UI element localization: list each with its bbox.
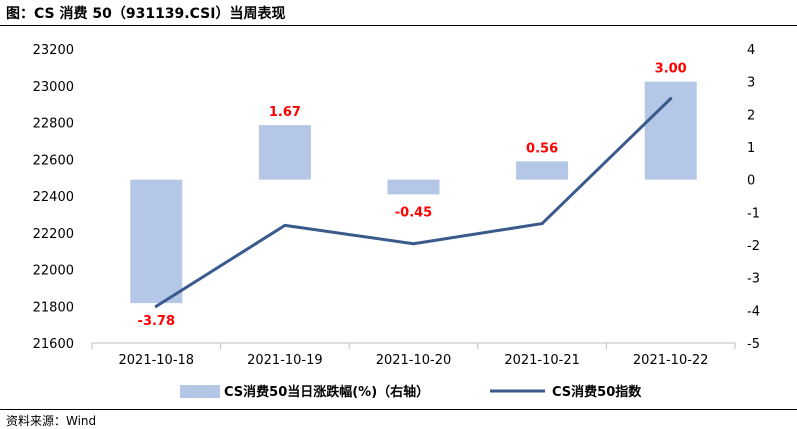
x-tick-label: 2021-10-21 xyxy=(504,353,580,368)
x-tick-label: 2021-10-20 xyxy=(376,353,452,368)
chart-title: 图：CS 消费 50（931139.CSI）当周表现 xyxy=(6,6,286,22)
legend-line-label: CS消费50指数 xyxy=(552,384,642,400)
bar-data-label: 1.67 xyxy=(269,105,301,120)
line-point xyxy=(412,242,415,246)
bar xyxy=(644,81,697,180)
right-tick-label: 0 xyxy=(747,174,755,189)
left-axis: 21600 21800 22000 22200 22400 22600 22800 23000… xyxy=(33,43,74,352)
bar-data-label: 3.00 xyxy=(655,62,687,77)
left-tick-label: 22600 xyxy=(33,153,74,168)
x-axis: 2021-10-18 2021-10-19 2021-10-20 2021-10-21… xyxy=(91,343,736,368)
right-tick-label: -1 xyxy=(747,206,760,221)
right-tick-label: 1 xyxy=(747,141,755,156)
x-tick-label: 2021-10-19 xyxy=(247,353,323,368)
left-tick-label: 23200 xyxy=(33,43,74,58)
line-series xyxy=(154,97,673,308)
x-tick-label: 2021-10-18 xyxy=(119,353,195,368)
bar xyxy=(258,125,311,180)
right-tick-label: 4 xyxy=(747,43,755,58)
bar-data-label: 0.56 xyxy=(526,141,558,156)
bar xyxy=(516,161,569,180)
bar xyxy=(130,179,183,304)
source-note: 资料来源：Wind xyxy=(6,414,97,428)
right-tick-label: -5 xyxy=(747,337,760,352)
bar xyxy=(387,179,440,195)
legend-bar-swatch xyxy=(180,385,220,398)
right-tick-label: 3 xyxy=(747,76,755,91)
title-divider xyxy=(0,25,797,26)
left-tick-label: 23000 xyxy=(33,80,74,95)
right-tick-label: 2 xyxy=(747,108,755,123)
right-tick-label: -4 xyxy=(747,304,760,319)
left-tick-label: 22000 xyxy=(33,264,74,279)
left-tick-label: 21800 xyxy=(33,300,74,315)
x-tick-label: 2021-10-22 xyxy=(633,353,709,368)
left-tick-label: 22200 xyxy=(33,227,74,242)
bar-data-labels: -3.78 1.67 -0.45 0.56 3.00 xyxy=(138,62,687,329)
left-tick-label: 22400 xyxy=(33,190,74,205)
line-point xyxy=(540,222,544,226)
right-tick-label: -3 xyxy=(747,272,760,287)
legend: CS消费50当日涨跌幅(%)（右轴） CS消费50指数 xyxy=(180,384,642,400)
legend-bar-label: CS消费50当日涨跌幅(%)（右轴） xyxy=(224,384,429,400)
right-tick-label: -2 xyxy=(747,239,760,254)
bar-series xyxy=(130,81,697,304)
line-point xyxy=(669,97,673,101)
bar-data-label: -0.45 xyxy=(395,205,432,220)
line-point xyxy=(154,304,158,308)
left-tick-label: 22800 xyxy=(33,117,74,132)
left-tick-label: 21600 xyxy=(33,337,74,352)
index-line xyxy=(154,97,673,308)
right-axis: -5 -4 -3 -2 -1 0 1 2 3 4 xyxy=(747,43,760,352)
bar-data-label: -3.78 xyxy=(138,314,175,329)
line-point xyxy=(283,223,287,227)
source-divider xyxy=(0,409,797,410)
